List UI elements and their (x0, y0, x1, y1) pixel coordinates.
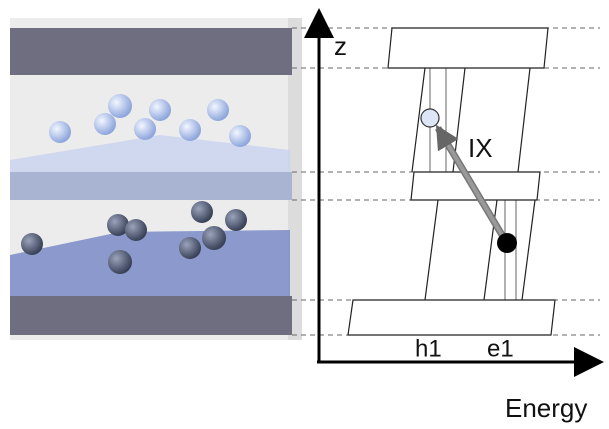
band-edge (522, 200, 535, 300)
bottom-barrier (10, 296, 292, 335)
particle (179, 119, 201, 141)
band-diagram (348, 28, 555, 335)
exciton-label: IX (468, 133, 493, 163)
particle (134, 118, 156, 140)
particle (225, 209, 247, 231)
band-edge (425, 200, 438, 300)
particle (49, 121, 71, 143)
energy-label: Energy (505, 393, 587, 423)
particle (207, 99, 229, 121)
particle (108, 94, 132, 118)
electron (497, 233, 517, 253)
particle (202, 226, 226, 250)
particle (229, 125, 251, 147)
band-edge (518, 68, 530, 172)
top-barrier-band (388, 28, 548, 68)
particle (191, 201, 213, 223)
particle (179, 237, 201, 259)
particle (108, 250, 132, 274)
diagram: z IX h1 e1 Energy (0, 0, 609, 429)
hole (421, 109, 439, 127)
e1-label: e1 (487, 335, 514, 362)
particle (21, 233, 43, 255)
z-label: z (334, 31, 347, 61)
h1-label: h1 (415, 335, 442, 362)
top-barrier (10, 28, 292, 75)
particle (149, 99, 171, 121)
particle (125, 219, 147, 241)
middle-barrier (10, 172, 292, 200)
particle (94, 113, 116, 135)
heterostructure (10, 18, 302, 340)
bottom-barrier-band (348, 300, 555, 335)
